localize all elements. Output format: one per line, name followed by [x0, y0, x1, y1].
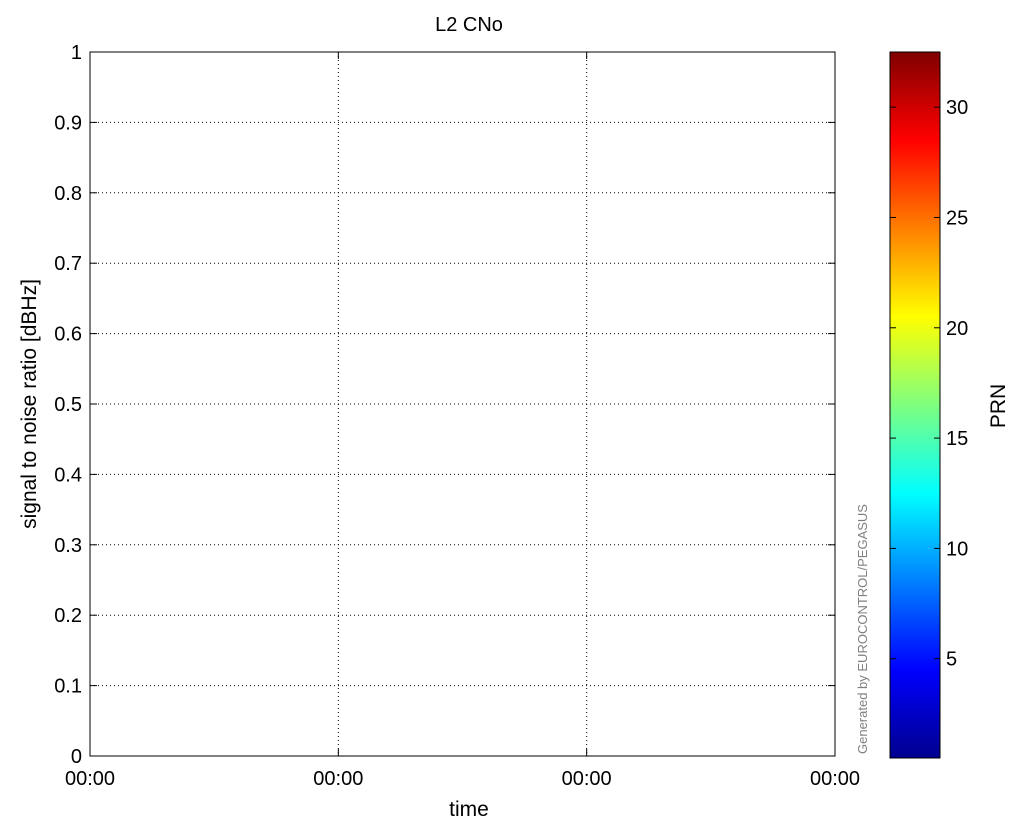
colorbar-tick-label: 20 [946, 318, 968, 340]
colorbar-tick-label: 10 [946, 538, 968, 560]
colorbar-tick-label: 5 [946, 649, 957, 671]
colorbar-label: PRN [987, 384, 1010, 428]
y-tick-label: 1 [71, 42, 82, 64]
y-tick-label: 0.1 [54, 676, 82, 698]
colorbar-tick-label: 30 [946, 97, 968, 119]
x-tick-label: 00:00 [65, 768, 115, 790]
y-tick-label: 0.3 [54, 535, 82, 557]
colorbar [889, 51, 941, 759]
colorbar-tick-label: 25 [946, 207, 968, 229]
x-tick-label: 00:00 [313, 768, 363, 790]
x-tick-label: 00:00 [810, 768, 860, 790]
y-tick-label: 0.4 [54, 464, 82, 486]
y-tick-label: 0.7 [54, 253, 82, 275]
y-tick-label: 0.2 [54, 605, 82, 627]
y-axis-label: signal to noise ratio [dBHz] [18, 279, 41, 529]
y-tick-label: 0.8 [54, 183, 82, 205]
y-tick-label: 0 [71, 746, 82, 768]
x-tick-label: 00:00 [562, 768, 612, 790]
x-axis-label: time [449, 798, 489, 821]
x-axis: 00:00 00:00 00:00 00:00 [65, 52, 860, 790]
y-axis: 0 0.1 0.2 0.3 0.4 0.5 0.6 0.7 0.8 0.9 1 [54, 42, 835, 768]
chart-title: L2 CNo [435, 14, 503, 36]
y-tick-label: 0.6 [54, 324, 82, 346]
y-tick-label: 0.9 [54, 112, 82, 134]
colorbar-tick-label: 15 [946, 428, 968, 450]
watermark: Generated by EUROCONTROL/PEGASUS [855, 504, 870, 754]
grid-lines [90, 52, 835, 756]
y-tick-label: 0.5 [54, 394, 82, 416]
colorbar-ticks: 5 10 15 20 25 30 [890, 97, 968, 671]
